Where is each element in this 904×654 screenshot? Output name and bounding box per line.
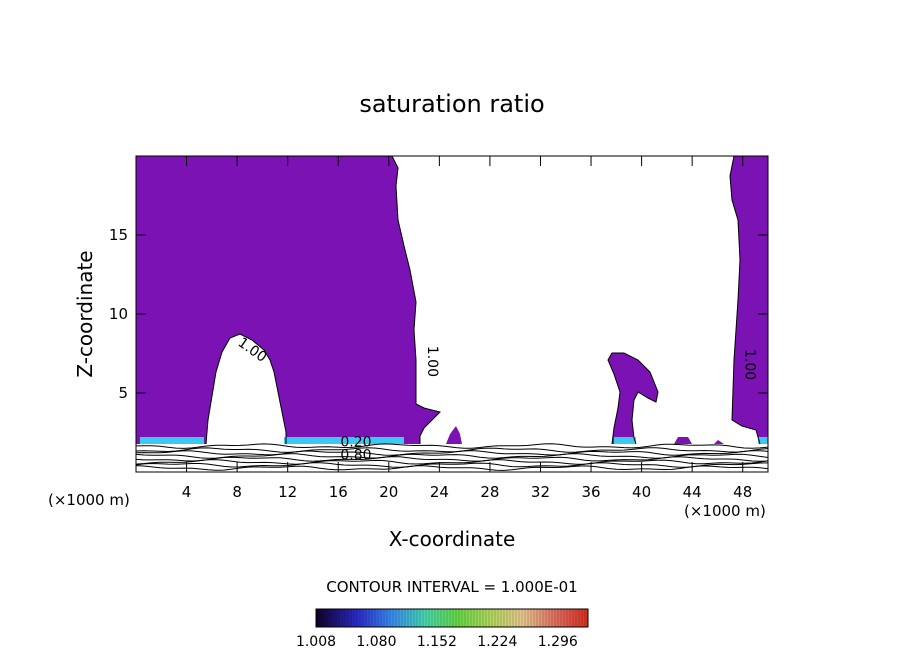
- y-tick-label: 10: [109, 305, 128, 323]
- x-tick-label: 4: [182, 483, 192, 501]
- x-axis-label: X-coordinate: [389, 527, 516, 551]
- x-tick-label: 16: [329, 483, 348, 501]
- x-tick-label: 24: [430, 483, 449, 501]
- y-tick-label: 5: [118, 384, 128, 402]
- contour-line-6: [135, 459, 769, 465]
- contour-label: 1.00: [741, 349, 757, 380]
- contour-line-5: [135, 456, 769, 462]
- contour-label: 1.00: [424, 346, 440, 377]
- purple-plume-38km: [608, 353, 658, 444]
- purple-dot-43km: [674, 437, 692, 444]
- cloud-base-band: [140, 437, 768, 444]
- x-tick-label: 12: [278, 483, 297, 501]
- supersaturated-region: [136, 156, 768, 444]
- cyan-band-mid: [284, 437, 404, 444]
- purple-dot-17km: [344, 348, 351, 364]
- saturation-contour-outline: [205, 155, 761, 445]
- contour-line-1: [135, 443, 769, 449]
- chart-title: saturation ratio: [359, 90, 544, 118]
- contour-label: 0.20: [340, 435, 371, 451]
- purple-region-left: [136, 156, 440, 444]
- x-tick-label: 44: [683, 483, 702, 501]
- cyan-band-left: [140, 437, 204, 444]
- outline-arch: [205, 333, 287, 445]
- contour-interval-text: CONTOUR INTERVAL = 1.000E-01: [326, 578, 577, 596]
- colorbar-frame: [315, 608, 589, 628]
- purple-column-right: [730, 156, 768, 444]
- colorbar-tick-label: 1.008: [296, 634, 336, 650]
- cyan-band-right: [758, 437, 768, 444]
- y-axis-label: Z-coordinate: [73, 250, 97, 377]
- y-axis-ticks: 5 10 15: [109, 226, 768, 402]
- x-tick-label: 32: [531, 483, 550, 501]
- contour-line-8: [135, 465, 769, 471]
- colorbar: 1.008 1.080 1.152 1.224 1.296: [296, 608, 589, 650]
- contour-labels: 1.00 1.00 1.000.800.20: [235, 335, 758, 464]
- x-tick-label: 40: [632, 483, 651, 501]
- x-unit-label: (×1000 m): [684, 502, 766, 520]
- plot-area: 1.00 1.00 1.000.800.20: [135, 155, 769, 473]
- outline-right: [729, 155, 761, 445]
- contour-line-3: [135, 450, 769, 456]
- colorbar-tick-label: 1.296: [538, 634, 578, 650]
- x-axis-ticks: 4 8 12 16 20 24 28 32 36 40 44 48: [182, 156, 752, 501]
- contour-line-7: [135, 462, 769, 468]
- colorbar-stripes: [317, 609, 586, 627]
- colorbar-gradient: [316, 609, 588, 627]
- colorbar-tick-label: 1.224: [477, 634, 517, 650]
- contour-lines: [135, 443, 769, 471]
- x-tick-label: 20: [379, 483, 398, 501]
- cyan-band-40km: [614, 437, 636, 444]
- x-tick-label: 28: [480, 483, 499, 501]
- colorbar-tick-label: 1.080: [356, 634, 396, 650]
- z-unit-label: (×1000 m): [48, 491, 130, 509]
- purple-patch-25km: [446, 426, 462, 444]
- contour-label: 0.80: [340, 447, 371, 463]
- outline-plume: [607, 352, 659, 445]
- colorbar-tick-label: 1.152: [417, 634, 457, 650]
- colorbar-tick-labels: 1.008 1.080 1.152 1.224 1.296: [296, 634, 578, 650]
- y-tick-label: 15: [109, 226, 128, 244]
- contour-line-2: [135, 447, 769, 453]
- x-tick-label: 36: [581, 483, 600, 501]
- outline-left: [391, 155, 441, 444]
- purple-dot-46km: [714, 440, 724, 444]
- x-tick-label: 8: [232, 483, 242, 501]
- x-tick-label: 48: [733, 483, 752, 501]
